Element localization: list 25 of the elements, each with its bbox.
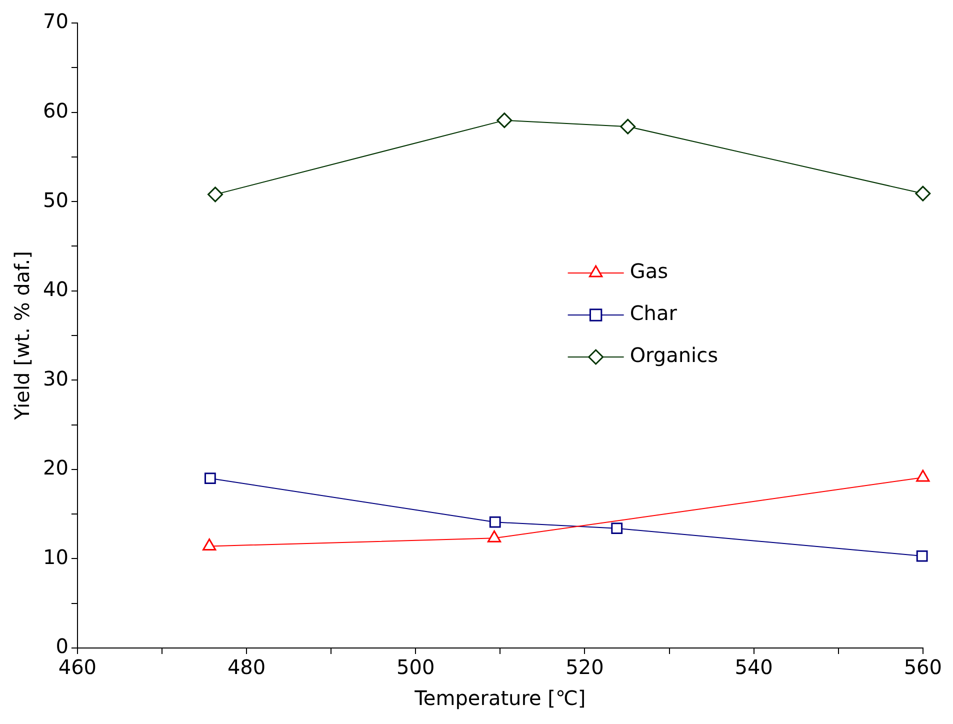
x-tick-label: 500	[396, 655, 435, 680]
y-tick-label: 50	[42, 188, 68, 212]
point	[208, 186, 224, 202]
point	[915, 186, 931, 202]
legend-label: Gas	[630, 259, 668, 284]
y-tick-label: 30	[42, 366, 68, 390]
y-tick-label: 20	[42, 456, 68, 480]
x-tick-label: 480	[227, 655, 266, 680]
y-tick-label: 40	[42, 277, 68, 302]
legend-label: Char	[630, 301, 678, 326]
point	[916, 550, 928, 562]
point	[620, 118, 636, 134]
point	[611, 522, 623, 534]
y-tick-label: 10	[42, 544, 68, 569]
x-tick-label: 520	[566, 655, 604, 680]
point	[489, 516, 501, 528]
point	[204, 472, 216, 484]
y-tick-label: 60	[42, 98, 68, 122]
y-axis-title: Yield [wt. % daf.]	[10, 251, 34, 421]
x-axis-title: Temperature [℃]	[414, 686, 586, 710]
x-tick-label: 540	[734, 655, 773, 680]
y-tick-label: 70	[42, 9, 68, 34]
point	[496, 112, 512, 128]
x-tick-label: 560	[904, 655, 942, 680]
legend-label: Organics	[630, 343, 718, 368]
